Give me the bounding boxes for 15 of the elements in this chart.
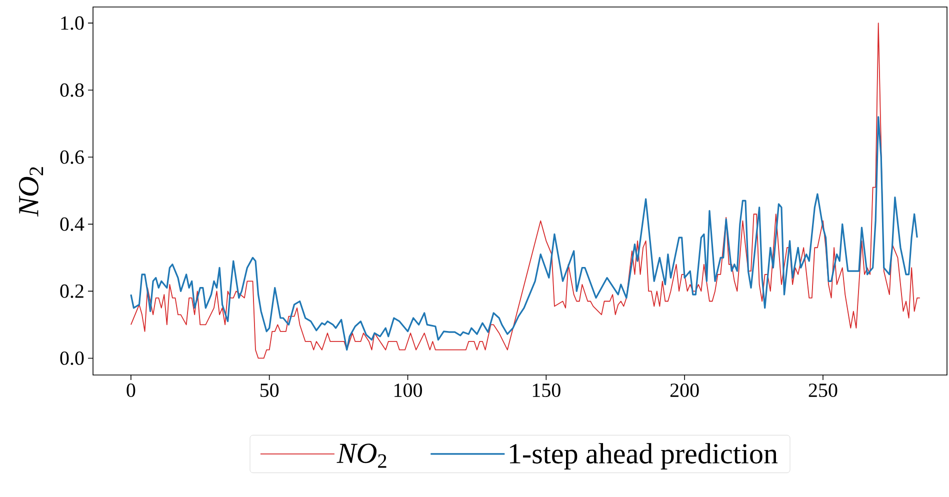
- x-tick-label: 150: [532, 384, 560, 398]
- y-axis-title: NO$_{2}$: [18, 167, 44, 217]
- x-tick-label: 250: [808, 384, 838, 398]
- y-tick-label: 0.2: [60, 284, 84, 298]
- y-tick-label: 0.0: [60, 351, 84, 366]
- y-tick-label: 0.4: [60, 217, 84, 231]
- y-tick-label: 0.8: [60, 83, 84, 97]
- x-tick-label: 0: [126, 384, 136, 398]
- x-tick-label: 200: [670, 384, 699, 398]
- y-tick-label: 1.0: [61, 16, 84, 30]
- x-tick-label: 50: [260, 384, 279, 398]
- legend-label: NO$_{2}$: [336, 444, 386, 468]
- legend-label: 1-step ahead prediction: [510, 443, 778, 470]
- x-tick-label: 100: [394, 384, 422, 398]
- y-tick-label: 0.6: [60, 150, 84, 164]
